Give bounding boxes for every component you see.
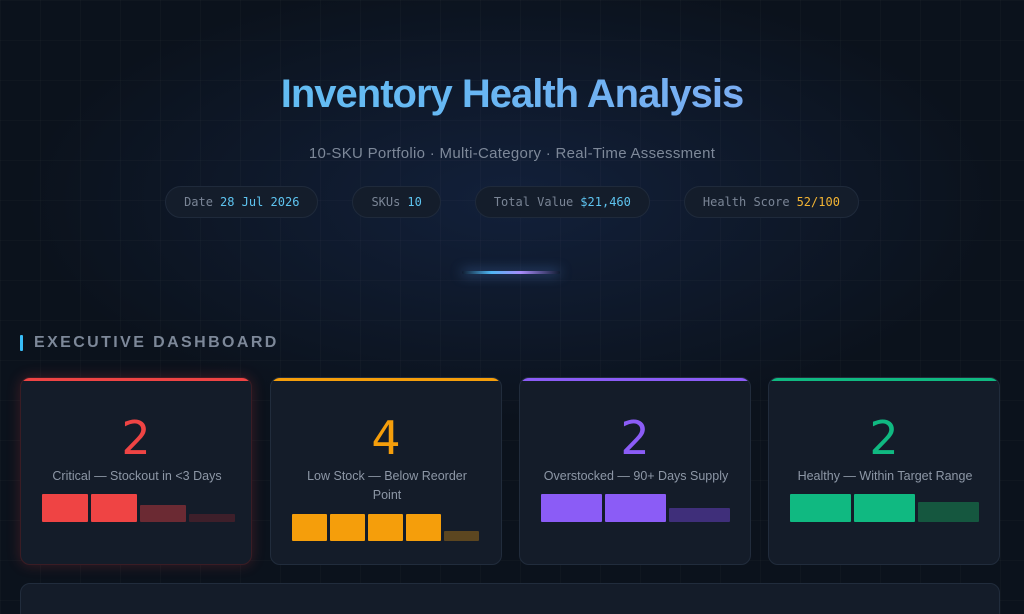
mini-bar: [444, 531, 479, 541]
health-score-pill-label: Health Score: [702, 195, 790, 209]
page-title: Inventory Health Analysis: [0, 72, 1024, 117]
mini-bar: [330, 514, 365, 541]
mini-bar: [854, 494, 915, 522]
mini-bar: [918, 502, 979, 522]
health-score-pill-value: 52/100: [796, 195, 840, 209]
section-accent-bar: [20, 335, 23, 351]
kpi-card-overstocked[interactable]: 2 Overstocked — 90+ Days Supply: [519, 377, 751, 565]
card-accent-bar: [520, 378, 750, 381]
next-panel: [20, 583, 1000, 614]
mini-bar: [790, 494, 851, 522]
mini-bars: [790, 494, 979, 522]
kpi-label: Healthy — Within Target Range: [797, 469, 973, 483]
mini-bar: [42, 494, 88, 522]
total-value-pill-label: Total Value: [493, 195, 574, 209]
kpi-count: 2: [869, 411, 899, 465]
kpi-card-healthy[interactable]: 2 Healthy — Within Target Range: [768, 377, 1000, 565]
mini-bar: [292, 514, 327, 541]
mini-bars: [42, 494, 235, 522]
skus-pill-label: SKUs: [371, 195, 401, 209]
kpi-card-critical[interactable]: 2 Critical — Stockout in <3 Days: [20, 377, 252, 565]
card-accent-bar: [21, 378, 251, 381]
card-accent-bar: [271, 378, 501, 381]
section-title: EXECUTIVE DASHBOARD: [34, 334, 279, 351]
kpi-count: 2: [620, 411, 650, 465]
kpi-label: Low Stock — Below Reorder Point: [307, 469, 467, 502]
date-pill-label: Date: [184, 195, 213, 209]
mini-bar: [189, 514, 235, 522]
kpi-card-low-stock[interactable]: 4 Low Stock — Below Reorder Point: [270, 377, 502, 565]
card-accent-bar: [769, 378, 999, 381]
kpi-label: Critical — Stockout in <3 Days: [52, 469, 222, 483]
date-pill-value: 28 Jul 2026: [219, 195, 300, 209]
total-value-pill-value: $21,460: [580, 195, 631, 209]
mini-bars: [292, 514, 479, 541]
skus-pill: SKUs 10: [352, 186, 441, 218]
mini-bars: [541, 494, 730, 522]
section-header: EXECUTIVE DASHBOARD: [20, 334, 279, 352]
meta-pills: Date 28 Jul 2026 SKUs 10 Total Value $21…: [0, 186, 1024, 218]
skus-pill-value: 10: [407, 195, 422, 209]
health-score-pill: Health Score 52/100: [683, 186, 859, 218]
mini-bar: [140, 505, 186, 522]
mini-bar: [541, 494, 602, 522]
mini-bar: [368, 514, 403, 541]
mini-bar: [91, 494, 137, 522]
mini-bar: [669, 508, 730, 522]
date-pill: Date 28 Jul 2026: [165, 186, 319, 218]
kpi-label: Overstocked — 90+ Days Supply: [543, 469, 729, 483]
mini-bar: [605, 494, 666, 522]
kpi-count: 2: [121, 411, 151, 465]
total-value-pill: Total Value $21,460: [474, 186, 650, 218]
mini-bar: [406, 514, 441, 541]
page-subtitle: 10-SKU Portfolio · Multi-Category · Real…: [308, 145, 716, 162]
decorative-divider: [462, 271, 560, 274]
kpi-count: 4: [371, 411, 401, 465]
